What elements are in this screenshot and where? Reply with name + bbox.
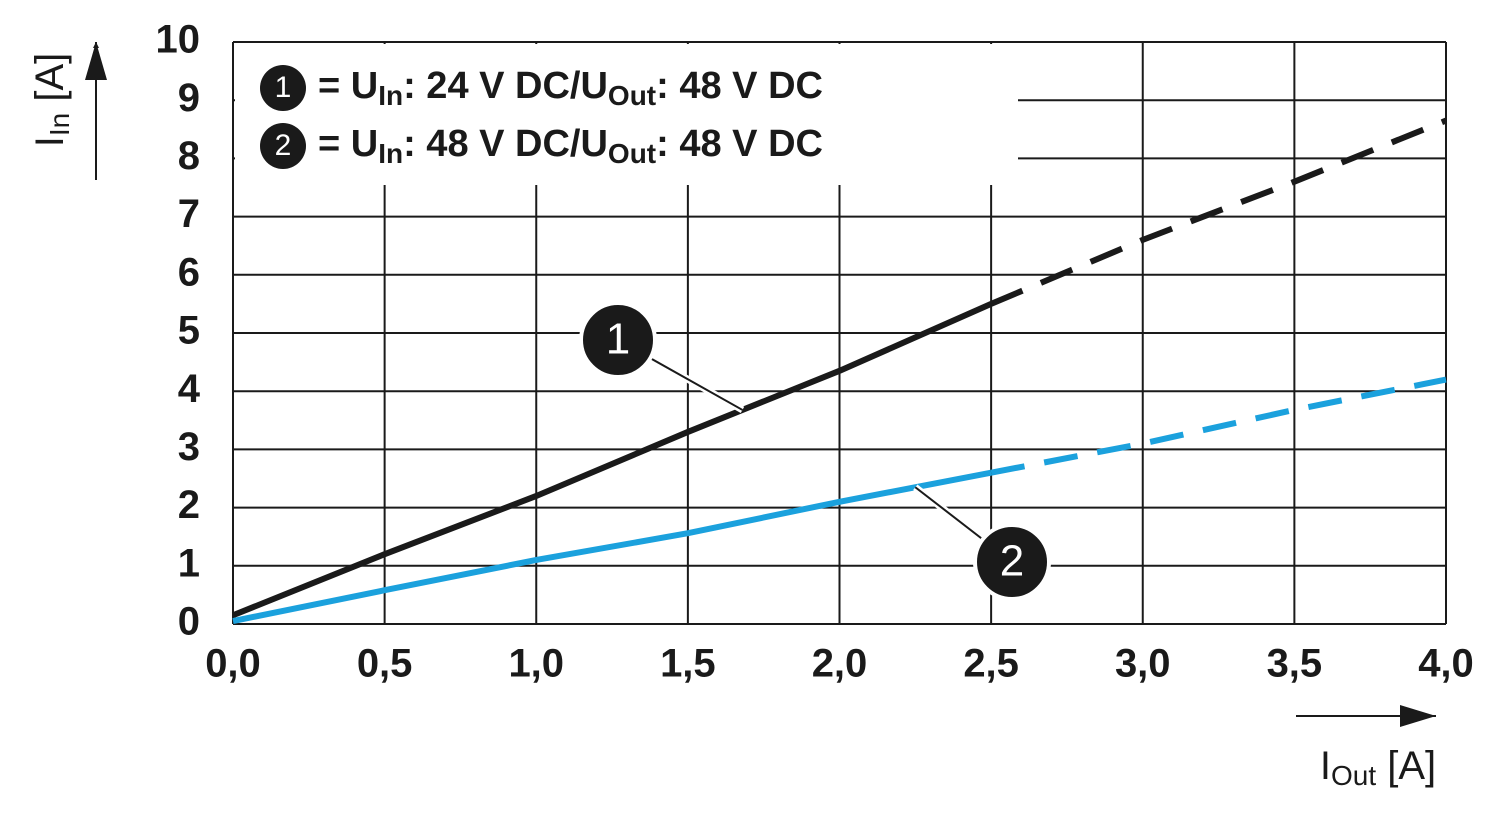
x-tick-label: 1,5 [660, 642, 716, 686]
text-part: I [28, 136, 72, 147]
y-tick-label: 10 [156, 18, 201, 62]
subscript: In [44, 113, 75, 136]
x-tick-label: 1,0 [508, 642, 564, 686]
legend-marker [260, 65, 306, 111]
legend-box [235, 44, 1018, 185]
x-tick-label: 0,5 [357, 642, 413, 686]
x-tick-label: 3,5 [1267, 642, 1323, 686]
legend-marker-label: 1 [275, 71, 292, 104]
y-tick-label: 4 [178, 367, 201, 411]
y-tick-label: 7 [178, 192, 200, 236]
x-arrow-head [1400, 705, 1436, 727]
y-tick-label: 8 [178, 134, 200, 178]
text-part: [A] [28, 53, 72, 113]
y-tick-label: 1 [178, 541, 200, 585]
legend-label: = UIn: 24 V DC/UOut: 48 V DC [318, 65, 823, 111]
text-part: : 48 V DC [656, 123, 823, 165]
x-tick-label: 4,0 [1418, 642, 1474, 686]
line-dashed [989, 117, 1448, 307]
x-tick-label: 0,0 [205, 642, 261, 686]
x-axis-label: IOut [A] [1320, 744, 1436, 792]
text-part: = U [318, 65, 378, 107]
subscript: In [378, 138, 403, 169]
subscript: Out [608, 138, 656, 169]
y-tick-label: 3 [178, 425, 200, 469]
line-solid [232, 469, 992, 625]
text-part: I [1320, 744, 1331, 788]
y-tick-label: 2 [178, 483, 200, 527]
line-solid [231, 301, 993, 619]
legend: 1 = UIn: 24 V DC/UOut: 48 V DC2 = UIn: 48 … [260, 65, 823, 169]
text-part: = U [318, 123, 378, 165]
text-part: : 48 V DC [656, 65, 823, 107]
y-tick-label: 5 [178, 309, 200, 353]
y-tick-label: 0 [178, 600, 200, 644]
callout-circle [579, 301, 657, 379]
y-axis-label: IIn [A] [28, 53, 76, 148]
legend-label: = UIn: 48 V DC/UOut: 48 V DC [318, 123, 823, 169]
subscript: In [378, 80, 403, 111]
callout-circle [973, 523, 1051, 601]
x-tick-label: 2,0 [812, 642, 868, 686]
text-part: [A] [1376, 744, 1436, 788]
y-tick-label: 6 [178, 250, 200, 294]
y-tick-label: 9 [178, 76, 200, 120]
callout-label: 2 [1000, 537, 1024, 586]
text-part: : 24 V DC/U [403, 65, 608, 107]
legend-marker [260, 123, 306, 169]
legend-marker-label: 2 [275, 129, 292, 162]
x-tick-label: 2,5 [963, 642, 1019, 686]
subscript: Out [608, 80, 656, 111]
subscript: Out [1331, 760, 1376, 791]
lines: 12 [231, 117, 1448, 625]
text-part: : 48 V DC/U [403, 123, 608, 165]
x-tick-label: 3,0 [1115, 642, 1171, 686]
line-dashed [990, 376, 1447, 476]
y-arrow-head [85, 42, 107, 80]
callout-label: 1 [606, 315, 630, 364]
grid [232, 41, 1447, 625]
